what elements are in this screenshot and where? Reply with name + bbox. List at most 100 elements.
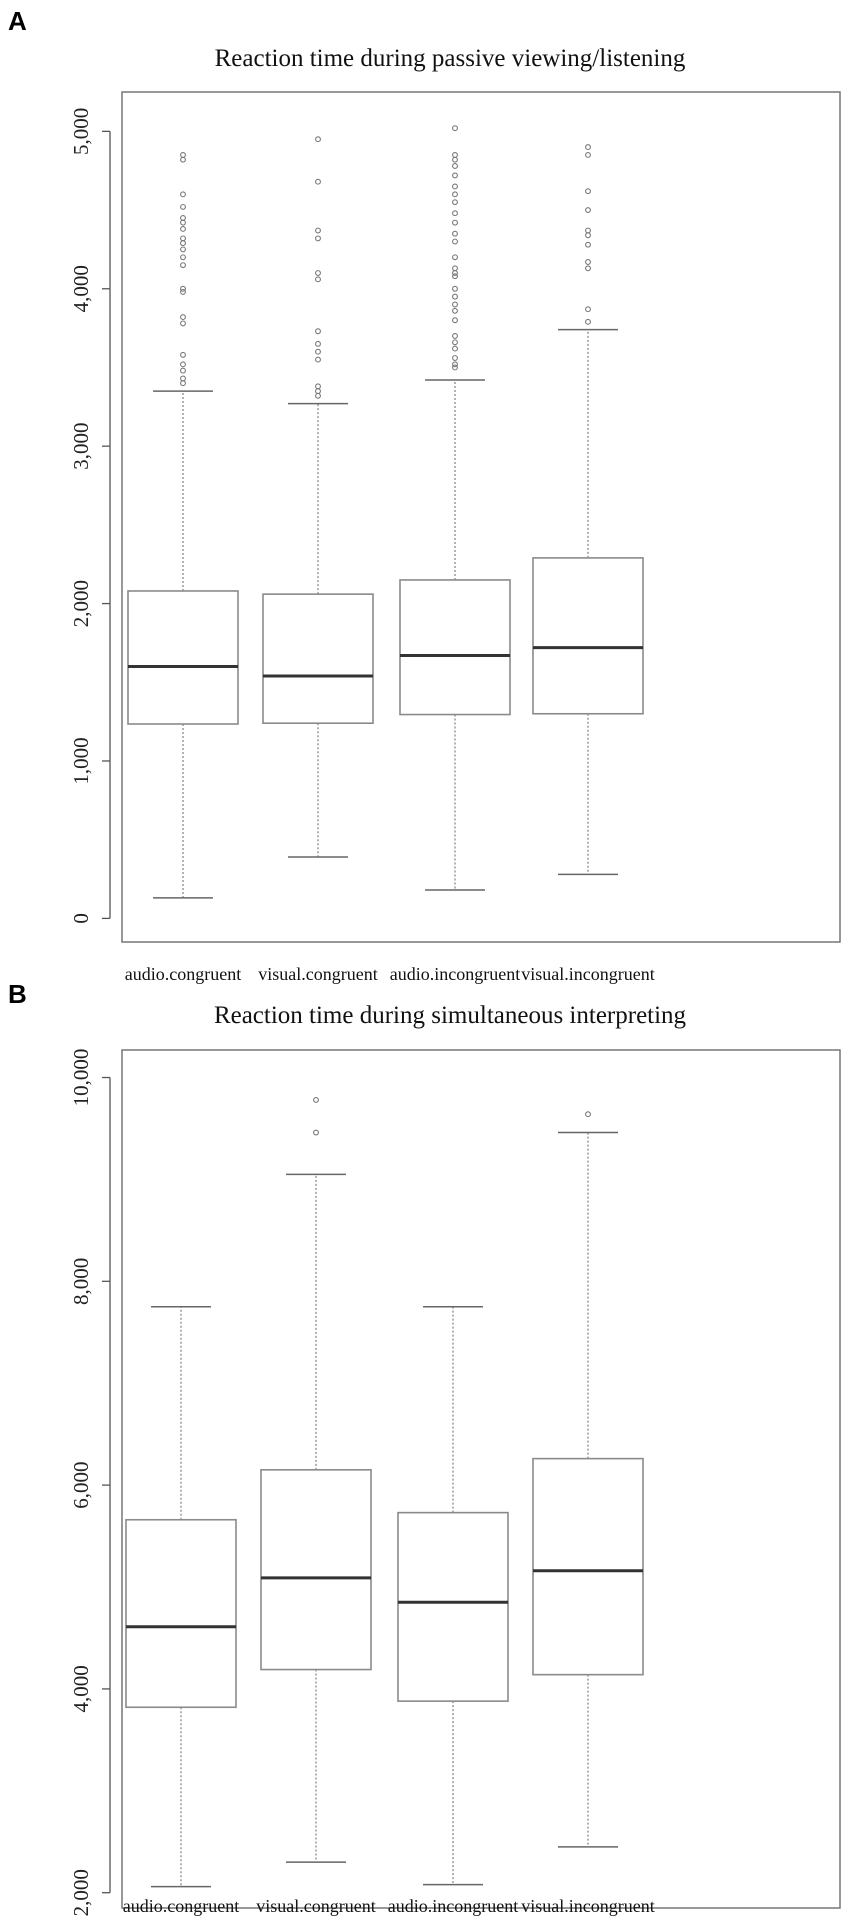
panel-a-y-tick-label: 0	[69, 913, 93, 924]
outlier-point	[180, 214, 186, 221]
panel-b-y-tick-label: 4,000	[69, 1665, 93, 1712]
outlier-point	[452, 364, 458, 371]
outlier-point	[180, 351, 186, 358]
outlier-point	[180, 320, 186, 327]
panel-a-y-tick-label: 3,000	[69, 423, 93, 470]
outlier-point	[585, 318, 591, 325]
panel-a-box-visual-incongruent	[532, 144, 644, 876]
iqr-box	[262, 593, 374, 725]
outlier-point	[180, 246, 186, 253]
panel-a-plot: 0 1,000 2,000 3,000 4,000 5,000 audio.congruen…	[69, 108, 655, 984]
outlier-point	[180, 203, 186, 210]
panel-a-category-label: visual.incongruent	[521, 964, 654, 984]
iqr-box	[397, 1511, 509, 1702]
outlier-point	[452, 355, 458, 361]
panel-a-y-tick-label: 5,000	[69, 108, 93, 155]
panel-b-title: Reaction time during simultaneous interp…	[214, 1002, 687, 1029]
iqr-box	[260, 1469, 372, 1671]
panel-a-y-tick-label: 2,000	[69, 580, 93, 627]
outlier-point	[180, 219, 186, 226]
iqr-box	[127, 590, 239, 725]
outlier-point	[180, 191, 186, 198]
outlier-point	[452, 210, 458, 217]
iqr-box	[532, 1457, 644, 1676]
panel-b-frame	[121, 1049, 841, 1909]
outlier-point	[315, 270, 321, 276]
outlier-point	[180, 235, 186, 242]
outlier-point	[180, 380, 186, 387]
panel-b-category-label: audio.incongruent	[388, 1896, 518, 1916]
panel-a-category-label: audio.incongruent	[390, 964, 520, 984]
iqr-box	[399, 579, 511, 716]
panel-b-category-label: visual.congruent	[256, 1896, 375, 1916]
outlier-point	[180, 288, 186, 295]
outlier-point	[452, 238, 458, 245]
outlier-point	[585, 241, 591, 248]
panel-b-y-tick-label: 10,000	[69, 1049, 93, 1107]
outlier-point	[452, 254, 458, 261]
outlier-point	[315, 348, 321, 355]
outlier-point	[585, 188, 591, 195]
iqr-box	[125, 1518, 237, 1709]
outlier-point	[585, 144, 591, 151]
outlier-point	[180, 375, 186, 382]
outlier-point	[585, 207, 591, 214]
panel-b-box-visual-incongruent	[532, 1111, 644, 1848]
outlier-point	[452, 285, 458, 292]
panel-a-title: Reaction time during passive viewing/lis…	[215, 45, 686, 72]
panel-b-box-audio-incongruent	[397, 1306, 509, 1886]
outlier-point	[452, 361, 458, 368]
panel-a-label: A	[8, 6, 27, 36]
outlier-point	[452, 152, 458, 158]
panel-a-category-label: audio.congruent	[125, 964, 241, 984]
outlier-point	[315, 136, 321, 143]
outlier-point	[180, 156, 186, 163]
outlier-point	[180, 254, 186, 261]
panel-b-box-visual-congruent	[260, 1096, 372, 1863]
iqr-box	[532, 557, 644, 715]
outlier-point	[452, 270, 458, 276]
outlier-point	[315, 392, 321, 399]
outlier-point	[452, 301, 458, 308]
panel-b-y-tick-label: 2,000	[69, 1869, 93, 1916]
panel-a-category-label: visual.congruent	[258, 964, 377, 984]
outlier-point	[180, 225, 186, 232]
outlier-point	[452, 307, 458, 314]
outlier-point	[452, 345, 458, 352]
outlier-point	[180, 361, 186, 368]
outlier-point	[585, 152, 591, 158]
outlier-point	[452, 219, 458, 226]
outlier-point	[315, 328, 321, 335]
outlier-point	[180, 367, 186, 374]
outlier-point	[585, 306, 591, 313]
outlier-point	[452, 293, 458, 300]
outlier-point	[452, 183, 458, 190]
outlier-point	[180, 262, 186, 269]
outlier-point	[180, 152, 186, 158]
outlier-point	[315, 340, 321, 347]
outlier-point	[180, 285, 186, 292]
outlier-point	[315, 276, 321, 283]
outlier-point	[315, 388, 321, 395]
outlier-point	[585, 232, 591, 239]
outlier-point	[313, 1129, 319, 1136]
outlier-point	[585, 259, 591, 265]
outlier-point	[315, 235, 321, 242]
outlier-point	[315, 383, 321, 390]
outlier-point	[452, 333, 458, 339]
outlier-point	[180, 240, 186, 247]
panel-a-box-visual-congruent	[262, 136, 374, 858]
panel-b-category-label: audio.congruent	[123, 1896, 239, 1916]
panel-b-category-label: visual.incongruent	[521, 1896, 654, 1916]
panel-b-plot: 2,000 4,000 6,000 8,000 10,000 audio.congruen…	[69, 1049, 655, 1917]
outlier-point	[452, 339, 458, 346]
outlier-point	[315, 356, 321, 363]
outlier-point	[313, 1096, 319, 1103]
outlier-point	[452, 273, 458, 280]
outlier-point	[452, 265, 458, 272]
outlier-point	[585, 227, 591, 234]
outlier-point	[585, 1111, 591, 1118]
outlier-point	[315, 178, 321, 185]
panel-a-frame	[121, 91, 841, 943]
